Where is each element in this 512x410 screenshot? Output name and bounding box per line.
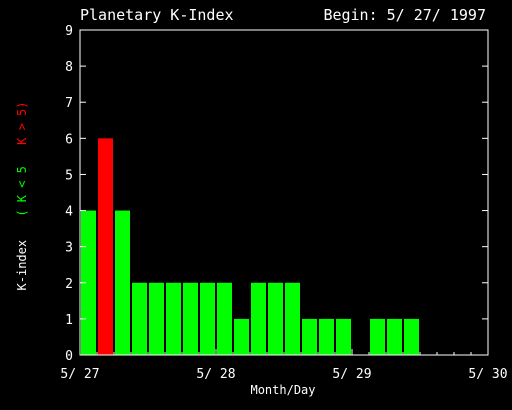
y-axis-label: K-index ( K < 5 K > 5): [15, 102, 29, 291]
bar-9: [234, 318, 249, 355]
chart-subtitle: Begin: 5/ 27/ 1997: [323, 6, 486, 24]
x-tick-label-0: 5/ 27: [60, 367, 99, 382]
y-tick-label-5: 5: [65, 168, 73, 183]
bar-2: [115, 210, 130, 355]
bar-group: [81, 138, 419, 355]
y-tick-label-8: 8: [65, 60, 73, 75]
y-tick-label-3: 3: [65, 241, 73, 256]
bar-4: [149, 282, 164, 355]
x-axis-label: Month/Day: [250, 383, 315, 397]
bar-8: [217, 282, 232, 355]
x-tick-label-1: 5/ 28: [196, 367, 235, 382]
bar-18: [387, 318, 402, 355]
bar-5: [166, 282, 181, 355]
y-tick-label-2: 2: [65, 277, 73, 292]
bar-19: [404, 318, 419, 355]
bar-14: [319, 318, 334, 355]
y-axis-label-main: K-index ( K < 5 K > 5): [15, 102, 29, 291]
bar-10: [251, 282, 266, 355]
x-tick-label-2: 5/ 29: [332, 367, 371, 382]
bar-3: [132, 282, 147, 355]
bar-7: [200, 282, 215, 355]
y-tick-label-6: 6: [65, 132, 73, 147]
x-tick-label-3: 5/ 30: [468, 367, 507, 382]
bar-6: [183, 282, 198, 355]
bar-15: [336, 318, 351, 355]
chart-title: Planetary K-Index: [80, 6, 234, 24]
bar-12: [285, 282, 300, 355]
y-tick-label-1: 1: [65, 313, 73, 328]
bar-17: [370, 318, 385, 355]
y-tick-label-7: 7: [65, 96, 73, 111]
y-axis-label-high: K > 5): [15, 102, 29, 145]
y-tick-label-0: 0: [65, 349, 73, 364]
bar-1: [98, 138, 113, 355]
y-tick-label-4: 4: [65, 205, 73, 220]
bar-11: [268, 282, 283, 355]
y-axis-label-low: ( K < 5: [15, 166, 29, 217]
y-axis-label-k-index: K-index: [15, 240, 29, 291]
plot-frame: [79, 29, 489, 356]
bar-13: [302, 318, 317, 355]
y-tick-label-9: 9: [65, 24, 73, 39]
